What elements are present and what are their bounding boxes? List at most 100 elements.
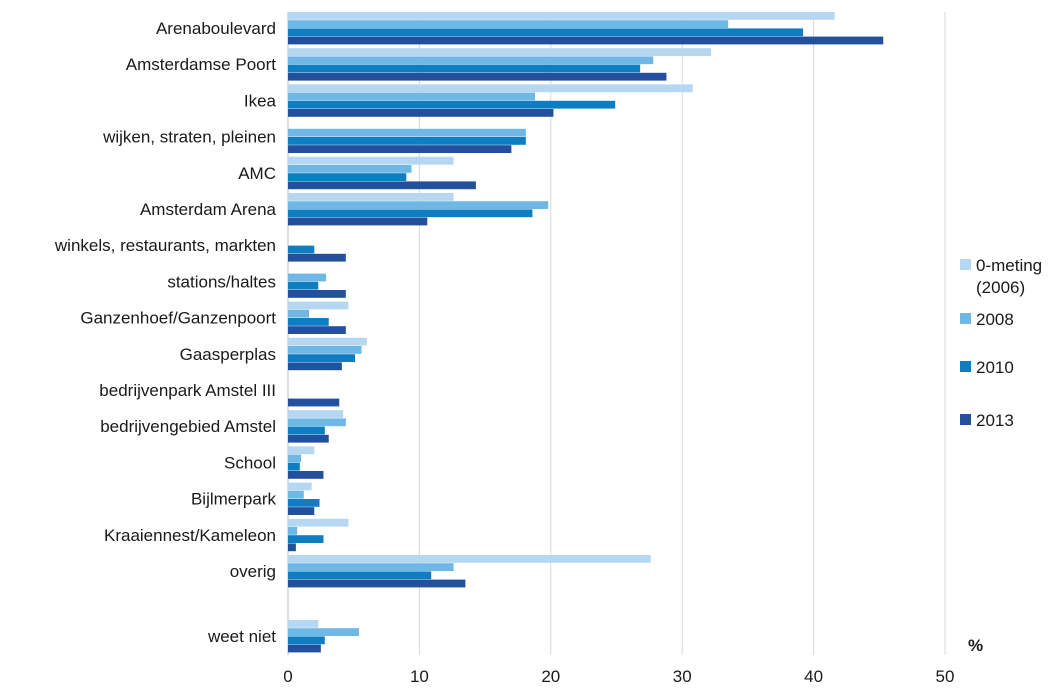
bar-2-13 — [288, 454, 302, 463]
category-label: stations/haltes — [167, 272, 276, 291]
x-tick-label: 30 — [673, 667, 692, 686]
gridlines — [287, 12, 946, 655]
bar-2-2 — [288, 56, 654, 65]
category-label: Ganzenhoef/Ganzenpoort — [80, 309, 276, 328]
legend-label: 2013 — [976, 411, 1014, 430]
category-labels: Arenaboulevard Amsterdamse Poort Ikea wijke… — [54, 19, 277, 646]
bar-3-8 — [288, 281, 319, 290]
x-axis-tick-labels: 0 10 20 30 40 50 — [283, 667, 954, 686]
bar-1-16 — [288, 555, 651, 563]
legend-label: (2006) — [976, 278, 1025, 297]
legend-label: 0-meting — [976, 256, 1042, 275]
bar-3-10 — [288, 354, 356, 362]
category-label: Amsterdamse Poort — [126, 55, 276, 74]
bar-3-5 — [288, 173, 407, 181]
bar-3-7 — [288, 245, 315, 254]
bar-2-16 — [288, 563, 454, 571]
bar-4-15 — [288, 543, 296, 552]
bar-2-9 — [288, 309, 310, 318]
bar-3-15 — [288, 535, 324, 543]
bar-2-8 — [288, 273, 327, 282]
bar-4-16 — [288, 579, 466, 588]
bar-4-14 — [288, 507, 315, 515]
bar-3-3 — [288, 100, 616, 109]
bar-1-5 — [288, 156, 454, 165]
bar-4-12 — [288, 434, 329, 443]
category-label: Kraaiennest/Kameleon — [104, 526, 276, 545]
category-label: bedrijvengebied Amstel — [100, 417, 276, 436]
bar-4-2 — [288, 72, 667, 81]
bar-3-2 — [288, 64, 641, 73]
category-label: bedrijvenpark Amstel III — [99, 381, 276, 400]
category-label: Bijlmerpark — [191, 490, 277, 509]
bar-1-1 — [288, 12, 835, 20]
bar-1-2 — [288, 48, 712, 56]
bar-4-8 — [288, 290, 346, 298]
bar-3-1 — [288, 28, 804, 37]
bar-2-14 — [288, 490, 304, 499]
bar-2-5 — [288, 165, 412, 173]
bar-2-1 — [288, 20, 729, 28]
legend-label: 2008 — [976, 310, 1014, 329]
bar-2-15 — [288, 527, 298, 535]
x-tick-label: 20 — [541, 667, 560, 686]
bar-1-13 — [288, 446, 315, 455]
bar-1-9 — [288, 301, 349, 310]
bar-4-3 — [288, 109, 554, 117]
bar-2-3 — [288, 92, 536, 101]
bar-2-4 — [288, 128, 526, 137]
bar-1-14 — [288, 482, 312, 491]
bar-3-17 — [288, 636, 325, 645]
x-tick-label: 40 — [804, 667, 823, 686]
x-tick-label: 50 — [936, 667, 955, 686]
category-label: AMC — [238, 164, 276, 183]
bar-2-10 — [288, 346, 362, 354]
bar-4-17 — [288, 644, 321, 653]
legend-swatch — [960, 313, 971, 324]
bar-1-12 — [288, 410, 344, 418]
category-label: School — [224, 453, 276, 472]
bar-2-12 — [288, 418, 346, 427]
bar-4-4 — [288, 145, 512, 153]
category-label: Arenaboulevard — [156, 19, 276, 38]
bar-1-17 — [288, 620, 319, 628]
category-label: Ikea — [244, 91, 277, 110]
bar-3-13 — [288, 462, 300, 471]
bar-3-12 — [288, 426, 325, 435]
legend-swatch — [960, 259, 971, 270]
bar-3-16 — [288, 571, 432, 580]
bar-3-9 — [288, 318, 329, 326]
bar-3-6 — [288, 209, 533, 218]
bar-4-7 — [288, 253, 346, 262]
bar-3-14 — [288, 499, 320, 507]
legend-label: 2010 — [976, 358, 1014, 377]
category-label: weet niet — [207, 627, 276, 646]
bar-4-13 — [288, 471, 324, 479]
bars — [288, 12, 884, 653]
legend: 0-meting (2006) 2008 2010 2013 — [960, 256, 1042, 430]
bar-2-6 — [288, 201, 549, 209]
bar-1-10 — [288, 337, 367, 346]
bar-4-9 — [288, 326, 346, 334]
legend-swatch — [960, 414, 971, 425]
bar-4-6 — [288, 217, 428, 226]
x-tick-label: 10 — [410, 667, 429, 686]
bar-1-15 — [288, 518, 349, 527]
bar-4-1 — [288, 36, 884, 45]
bar-4-10 — [288, 362, 342, 371]
unit-label: % — [968, 636, 983, 655]
category-label: winkels, restaurants, markten — [54, 236, 276, 255]
legend-swatch — [960, 361, 971, 372]
bar-1-3 — [288, 84, 693, 93]
bar-3-4 — [288, 137, 526, 145]
category-label: Gaasperplas — [180, 345, 276, 364]
x-tick-label: 0 — [283, 667, 292, 686]
bar-4-5 — [288, 181, 476, 190]
bar-1-6 — [288, 193, 454, 201]
bar-4-11 — [288, 398, 340, 407]
category-label: Amsterdam Arena — [140, 200, 277, 219]
category-label: wijken, straten, pleinen — [102, 128, 276, 147]
bar-2-17 — [288, 628, 359, 636]
category-label: overig — [230, 562, 276, 581]
